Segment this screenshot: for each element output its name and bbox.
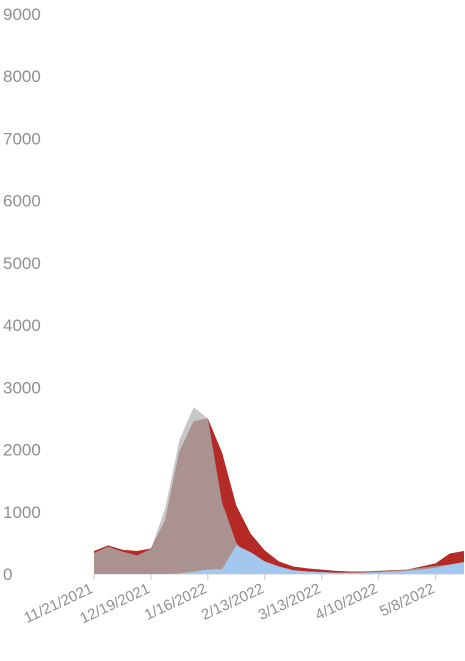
area-series-3-top	[94, 545, 464, 574]
x-tick-label: 3/13/2022	[256, 580, 324, 624]
y-tick-label: 4000	[3, 316, 41, 335]
y-tick-label: 7000	[3, 129, 41, 148]
area-overlap	[94, 418, 464, 574]
x-tick-label: 2/13/2022	[199, 580, 267, 624]
y-tick-label: 9000	[3, 5, 41, 24]
y-tick-label: 3000	[3, 378, 41, 397]
y-tick-label: 5000	[3, 254, 41, 273]
x-axis: 11/21/202112/19/20211/16/20222/13/20223/…	[21, 573, 464, 627]
x-tick-label: 5/8/2022	[377, 580, 437, 620]
y-tick-label: 2000	[3, 441, 41, 460]
y-tick-label: 1000	[3, 503, 41, 522]
y-tick-label: 6000	[3, 192, 41, 211]
plot-area	[94, 407, 464, 574]
x-tick-label: 1/16/2022	[142, 580, 210, 624]
y-tick-label: 0	[3, 565, 12, 584]
y-axis: 0 1000 2000 3000 4000 5000 6000 7000 8000 9000	[3, 5, 41, 584]
x-tick-label: 4/10/2022	[313, 580, 381, 624]
y-tick-label: 8000	[3, 67, 41, 86]
